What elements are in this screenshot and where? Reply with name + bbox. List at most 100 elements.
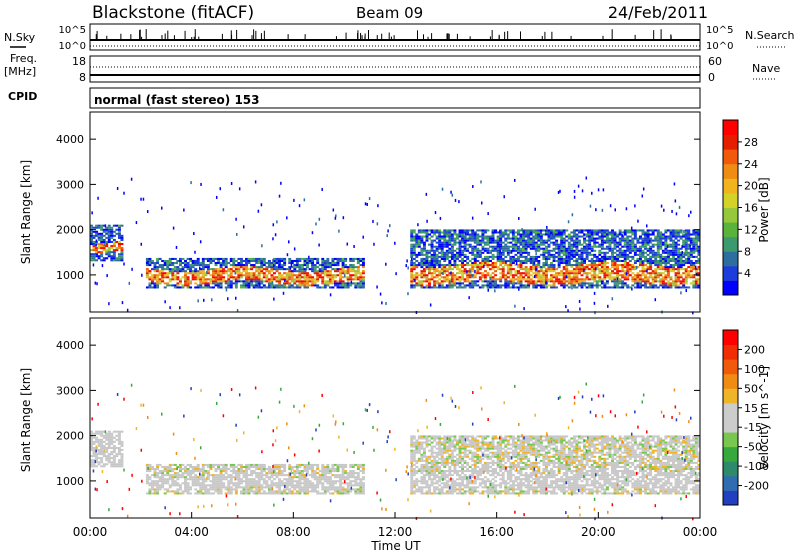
power-echo-cell [480,201,483,205]
power-echo-cell [562,278,566,281]
power-echo-cell [578,268,581,271]
power-echo-cell [684,231,688,234]
power-echo-cell [286,253,289,257]
power-echo-cell [565,305,567,309]
power-echo-cell [448,272,452,275]
power-echo-cell [90,242,93,246]
velocity-echo-cell [285,480,289,483]
power-echo-cell [509,237,513,240]
power-echo-cell [593,280,597,283]
velocity-echo-cell [191,480,195,483]
power-echo-cell [656,255,660,258]
power-echo-cell [326,257,330,260]
power-echo-cell [692,266,696,269]
power-echo-cell [517,233,520,236]
power-echo-cell [117,257,121,260]
velocity-echo-cell [306,486,309,489]
velocity-echo-cell [252,472,256,475]
power-echo-cell [593,291,596,295]
power-colorbar-label: Power [dB] [757,177,771,242]
power-echo-cell [656,264,660,267]
power-echo-cell [600,255,604,258]
power-echo-cell [247,272,251,275]
velocity-echo-cell [313,476,317,479]
power-echo-cell [199,286,203,289]
power-echo-cell [468,280,472,283]
power-echo-cell [97,236,101,239]
power-echo-cell [415,255,419,258]
power-echo-cell [560,235,564,238]
power-echo-cell [687,286,691,289]
power-echo-cell [321,282,325,285]
power-echo-cell [639,274,642,277]
velocity-echo-cell [237,478,241,481]
power-echo-cell [406,259,408,263]
power-echo-cell [585,255,589,258]
power-echo-cell [448,274,452,277]
power-echo-cell [120,255,124,258]
power-echo-cell [250,278,254,281]
velocity-echo-cell [178,486,182,489]
power-echo-cell [539,280,543,283]
power-echo-cell [445,241,449,244]
power-echo-cell [618,286,622,289]
power-echo-cell [476,266,480,269]
velocity-echo-cell [184,478,187,481]
power-echo-cell [463,272,467,275]
power-echo-cell [633,280,637,283]
power-echo-cell [689,243,693,246]
velocity-echo-cell [219,490,223,493]
velocity-echo-cell [184,468,187,471]
velocity-echo-cell [298,486,302,489]
power-echo-cell [514,270,518,273]
power-echo-cell [328,270,332,273]
power-echo-cell [339,259,343,262]
power-echo-cell [481,280,485,283]
power-echo-cell [527,237,531,240]
velocity-echo-cell [92,446,96,449]
velocity-echo-cell [191,476,195,479]
power-echo-cell [438,243,442,246]
power-echo-cell [92,257,96,260]
power-echo-cell [618,259,622,262]
power-echo-cell [430,274,434,277]
velocity-echo-cell [194,476,198,479]
power-echo-cell [621,249,625,252]
power-echo-cell [633,231,637,234]
power-echo-cell [651,282,655,285]
power-echo-cell [232,282,236,285]
velocity-echo-cell [222,478,226,481]
velocity-echo-cell [151,486,154,489]
power-echo-cell [649,272,653,275]
power-echo-cell [257,278,261,281]
power-echo-cell [590,286,594,289]
power-echo-cell [415,253,419,256]
power-echo-cell [214,284,218,287]
power-echo-cell [461,266,465,269]
power-echo-cell [440,257,444,260]
velocity-echo-cell [214,486,218,489]
power-echo-cell [636,247,640,250]
power-echo-cell [644,264,648,267]
power-echo-cell [344,259,348,262]
power-echo-cell [555,245,559,248]
velocity-echo-cell [255,484,259,487]
power-echo-cell [428,280,431,283]
power-echo-cell [435,231,439,234]
power-echo-cell [532,282,536,285]
power-echo-cell [361,280,365,283]
power-echo-cell [532,272,536,275]
power-echo-cell [628,270,632,273]
power-echo-cell [153,282,157,285]
power-echo-cell [633,274,637,277]
power-echo-cell [567,249,571,252]
power-echo-cell [100,247,104,250]
power-echo-cell [433,229,437,232]
power-echo-cell [666,259,670,262]
velocity-echo-cell [181,472,185,475]
power-echo-cell [613,280,617,283]
power-echo-cell [318,217,321,221]
power-echo-cell [527,251,531,254]
power-echo-cell [453,266,457,269]
power-echo-cell [456,253,459,256]
